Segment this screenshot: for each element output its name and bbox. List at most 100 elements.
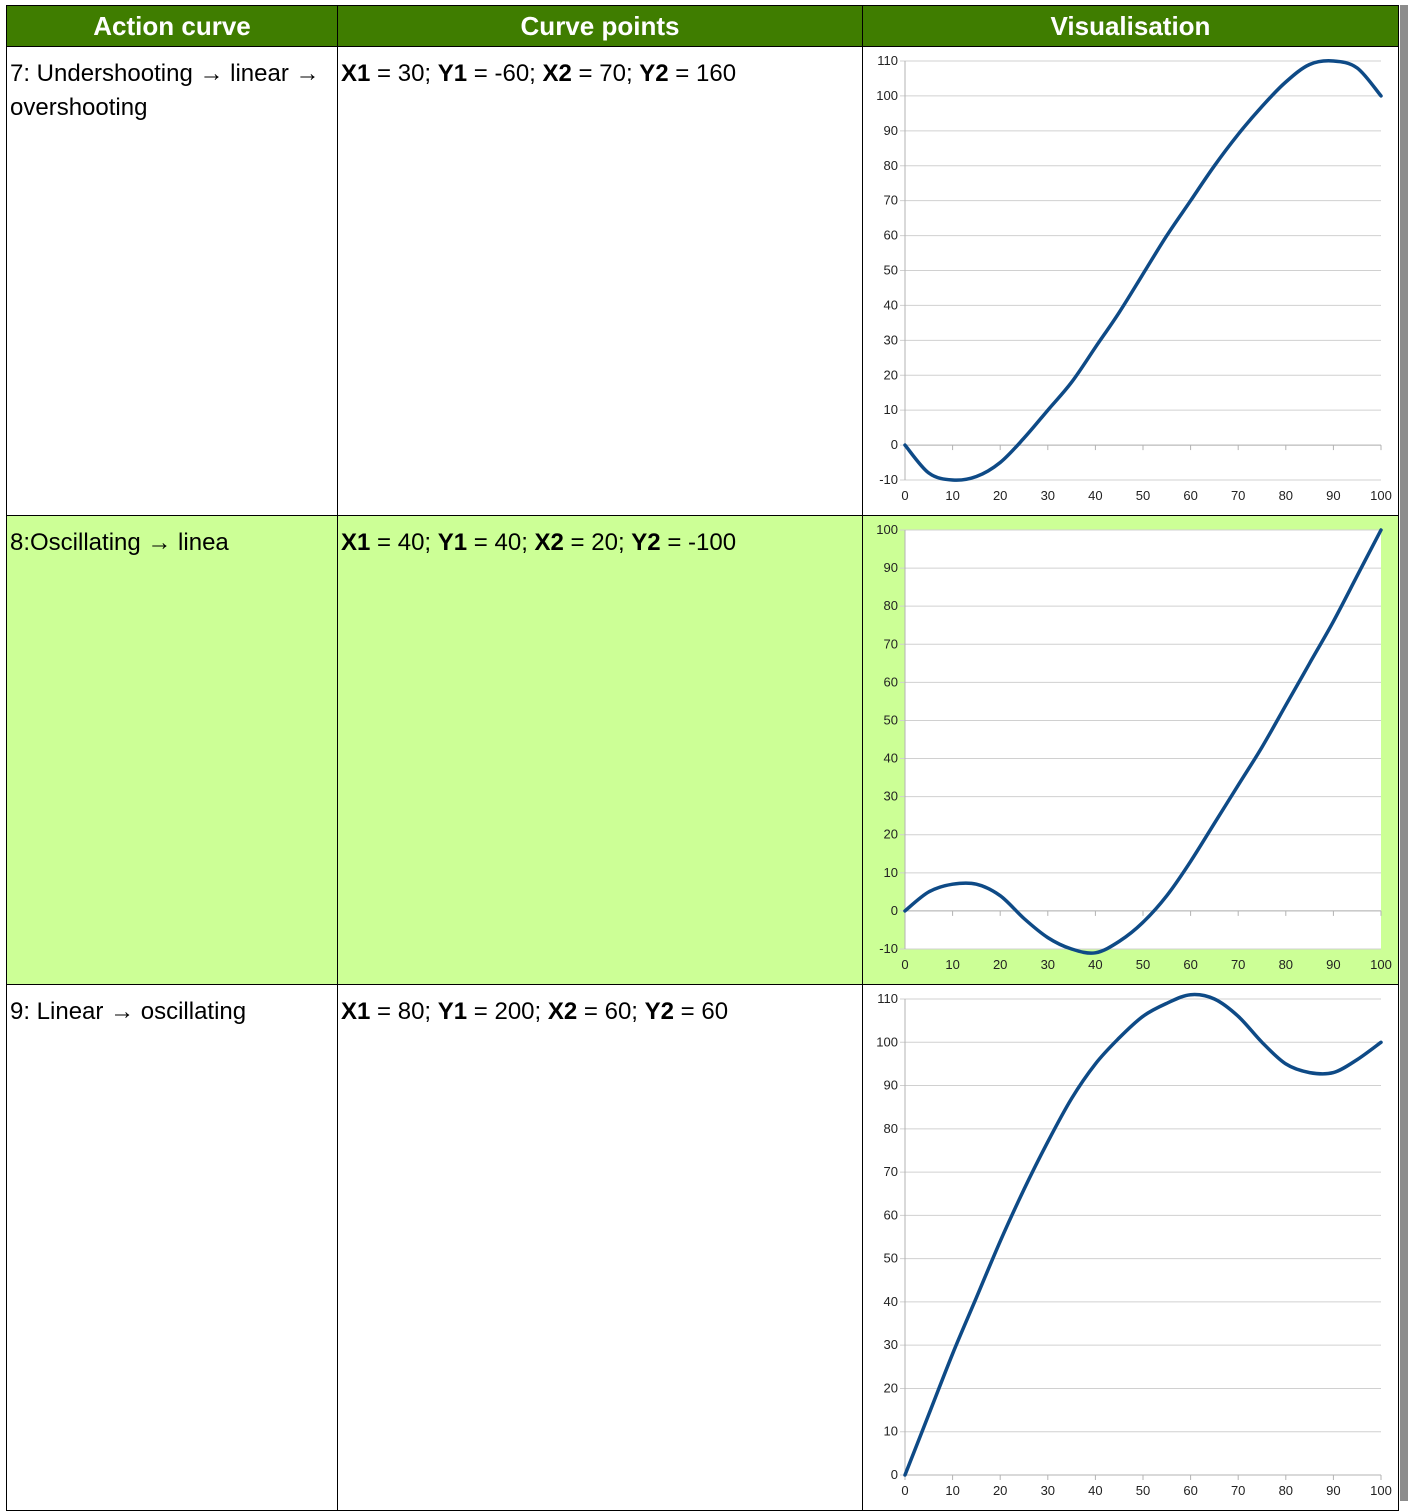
x-tick-label: 50: [1136, 1483, 1150, 1498]
y-tick-label: 60: [884, 674, 898, 689]
y-tick-label: 0: [891, 437, 898, 452]
y-tick-label: 80: [884, 1121, 898, 1136]
header-row: Action curve Curve points Visualisation: [6, 5, 1399, 47]
x-tick-label: 60: [1183, 488, 1197, 503]
y-tick-label: 30: [884, 332, 898, 347]
x-tick-label: 80: [1279, 1483, 1293, 1498]
y-tick-label: 40: [884, 297, 898, 312]
table-row: 7: Undershooting → linear → overshooting…: [6, 46, 1399, 516]
y-tick-label: 50: [884, 1251, 898, 1266]
series-line: [903, 528, 1383, 955]
action-curve-cell: 8:Oscillating → linea: [6, 515, 338, 985]
y-tick-label: 110: [877, 991, 898, 1006]
y-tick-label: 60: [884, 228, 898, 243]
series-line: [903, 992, 1383, 1477]
y-tick-label: 30: [884, 1337, 898, 1352]
y-tick-label: 40: [884, 1294, 898, 1309]
x-tick-label: 40: [1088, 488, 1102, 503]
visualisation-cell: -10 0 10 20 30 40 50 60 70 80 90 100 0 10 20 30 40 50 60 70…: [862, 515, 1399, 985]
y-tick-label: 50: [884, 263, 898, 278]
x-tick-label: 90: [1326, 488, 1340, 503]
y-tick-label: 70: [884, 193, 898, 208]
action-curve-cell: 9: Linear → oscillating: [6, 984, 338, 1511]
x-tick-label: 60: [1183, 957, 1197, 972]
x-tick-label: 70: [1231, 957, 1245, 972]
y1-value: 40: [494, 529, 522, 556]
y-tick-label: 10: [884, 402, 898, 417]
x-tick-label: 10: [945, 1483, 959, 1498]
curve-points-cell: X1 = 30; Y1 = -60; X2 = 70; Y2 = 160: [337, 46, 863, 516]
y-tick-label: 80: [884, 598, 898, 613]
x-tick-label: 0: [901, 1483, 908, 1498]
scrollbar[interactable]: [1400, 5, 1408, 1501]
x-tick-label: 30: [1041, 1483, 1055, 1498]
x-tick-label: 20: [993, 488, 1007, 503]
table-row: 8:Oscillating → linea X1 = 40; Y1 = 40; …: [6, 515, 1399, 985]
x-tick-label: 50: [1136, 957, 1150, 972]
y-tick-label: 40: [884, 751, 898, 766]
x2-label: X2: [542, 60, 572, 87]
y-tick-label: 80: [884, 158, 898, 173]
x2-label: X2: [547, 998, 578, 1025]
x-tick-label: 30: [1041, 957, 1055, 972]
x-tick-label: 20: [993, 957, 1007, 972]
y-tick-label: 70: [884, 1164, 898, 1179]
header-visualisation: Visualisation: [862, 5, 1399, 47]
y-tick-label: 0: [891, 1467, 898, 1482]
y1-value: -60: [494, 60, 530, 87]
x1-label: X1: [341, 60, 371, 87]
y2-label: Y2: [639, 60, 669, 87]
x-tick-label: 30: [1041, 488, 1055, 503]
x-tick-label: 10: [945, 957, 959, 972]
curve-points-cell: X1 = 80; Y1 = 200; X2 = 60; Y2 = 60: [337, 984, 863, 1511]
x-tick-label: 100: [1370, 1483, 1392, 1498]
y-tick-label: 90: [884, 560, 898, 575]
x-tick-label: 40: [1088, 1483, 1102, 1498]
y2-value: 60: [701, 998, 729, 1025]
header-curve-points: Curve points: [337, 5, 863, 47]
y-tick-label: 0: [891, 903, 898, 918]
x2-value: 60: [604, 998, 632, 1025]
x-tick-label: 70: [1231, 1483, 1245, 1498]
action-curve-cell: 7: Undershooting → linear → overshooting: [6, 46, 338, 516]
y-tick-label: 20: [884, 827, 898, 842]
y2-label: Y2: [631, 529, 661, 556]
x2-value: 20: [591, 529, 618, 556]
y-tick-label: 100: [876, 88, 898, 103]
header-action-curve: Action curve: [6, 5, 338, 47]
visualisation-cell: 0 10 20 30 40 50 60 70 80 90 100 110 0 10 20 30 40 50 60 70…: [862, 984, 1399, 1511]
y-tick-label: 20: [884, 1380, 898, 1395]
x1-value: 40: [397, 529, 425, 556]
y-tick-label: 100: [876, 522, 898, 537]
series-line: [903, 59, 1383, 482]
x-tick-label: 60: [1183, 1483, 1197, 1498]
curve-table: Action curve Curve points Visualisation …: [6, 5, 1399, 1511]
y1-label: Y1: [437, 998, 468, 1025]
y1-value: 200: [494, 998, 535, 1025]
y-tick-label: 50: [884, 712, 898, 727]
x-tick-label: 80: [1279, 488, 1293, 503]
x-tick-label: 70: [1231, 488, 1245, 503]
x1-value: 30: [397, 60, 425, 87]
y-tick-label: 110: [877, 53, 898, 68]
x-tick-label: 80: [1279, 957, 1293, 972]
x-tick-label: 0: [901, 488, 908, 503]
y-tick-label: 70: [884, 636, 898, 651]
y1-label: Y1: [437, 60, 468, 87]
x2-label: X2: [534, 529, 564, 556]
y-tick-label: 90: [884, 123, 898, 138]
plot-area: [905, 999, 1381, 1475]
x-tick-label: 90: [1326, 1483, 1340, 1498]
y2-value: -100: [688, 529, 737, 556]
curve-points-cell: X1 = 40; Y1 = 40; X2 = 20; Y2 = -100: [337, 515, 863, 985]
y2-value: 160: [696, 60, 737, 87]
y1-label: Y1: [437, 529, 468, 556]
x2-value: 70: [599, 60, 626, 87]
x-tick-label: 40: [1088, 957, 1102, 972]
y-tick-label: 90: [884, 1078, 898, 1093]
y-tick-label: 20: [884, 367, 898, 382]
x-tick-label: 100: [1370, 488, 1392, 503]
y-tick-label: 100: [876, 1034, 898, 1049]
y-tick-label: 10: [884, 865, 898, 880]
